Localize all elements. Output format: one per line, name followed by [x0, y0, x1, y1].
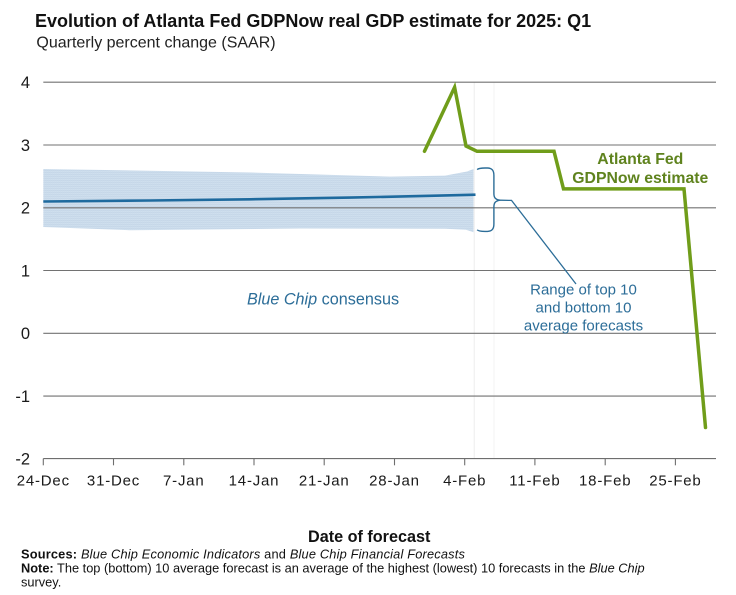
svg-text:GDPNow estimate: GDPNow estimate: [572, 170, 708, 187]
svg-text:2: 2: [21, 200, 30, 218]
svg-text:28-Jan: 28-Jan: [369, 473, 420, 490]
svg-text:Atlanta Fed: Atlanta Fed: [597, 151, 683, 168]
svg-text:21-Jan: 21-Jan: [299, 473, 350, 490]
svg-text:and bottom 10: and bottom 10: [536, 299, 632, 316]
svg-text:Evolution of Atlanta Fed GDPNo: Evolution of Atlanta Fed GDPNow real GDP…: [35, 11, 591, 31]
svg-text:Note: The top (bottom) 10 aver: Note: The top (bottom) 10 average foreca…: [21, 561, 645, 576]
svg-text:Sources: Blue Chip Economic In: Sources: Blue Chip Economic Indicators a…: [21, 547, 465, 562]
svg-text:4: 4: [21, 74, 30, 92]
svg-text:Quarterly percent change (SAAR: Quarterly percent change (SAAR): [36, 35, 275, 52]
svg-text:11-Feb: 11-Feb: [509, 473, 560, 490]
svg-text:Date of forecast: Date of forecast: [308, 528, 431, 546]
svg-text:Blue Chip consensus: Blue Chip consensus: [247, 290, 399, 308]
svg-text:14-Jan: 14-Jan: [229, 473, 280, 490]
svg-text:31-Dec: 31-Dec: [87, 473, 140, 490]
svg-text:18-Feb: 18-Feb: [579, 473, 631, 490]
svg-text:survey.: survey.: [21, 575, 61, 590]
svg-text:3: 3: [21, 137, 30, 155]
svg-text:Range of top 10: Range of top 10: [530, 281, 637, 298]
svg-text:24-Dec: 24-Dec: [17, 473, 70, 490]
svg-text:-1: -1: [15, 388, 30, 406]
svg-text:-2: -2: [15, 450, 30, 468]
svg-text:4-Feb: 4-Feb: [443, 473, 486, 490]
svg-text:0: 0: [21, 325, 30, 343]
svg-text:average forecasts: average forecasts: [524, 317, 643, 334]
svg-text:25-Feb: 25-Feb: [649, 473, 701, 490]
svg-text:1: 1: [21, 262, 30, 280]
svg-text:7-Jan: 7-Jan: [163, 473, 205, 490]
